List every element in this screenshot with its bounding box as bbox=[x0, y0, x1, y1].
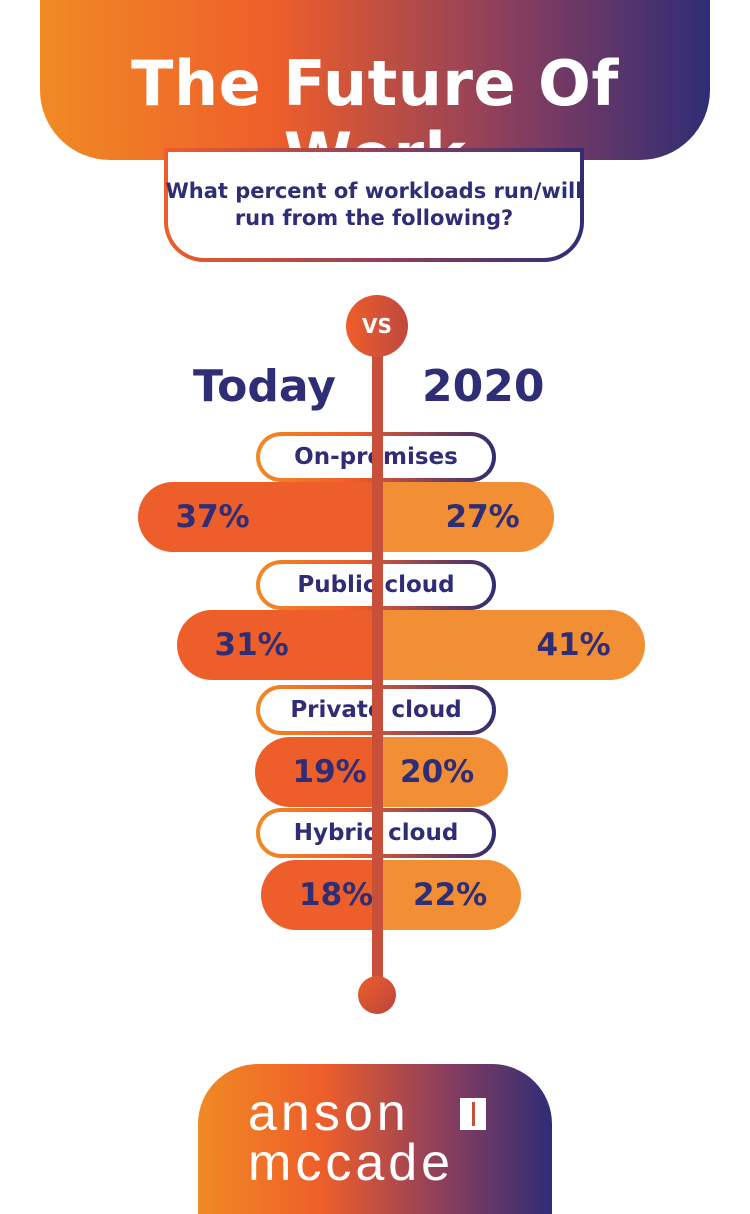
bar-today bbox=[176, 610, 378, 680]
bar-2020 bbox=[378, 482, 554, 552]
value-label-today: 18% bbox=[299, 877, 374, 913]
question-box bbox=[164, 148, 584, 262]
logo-background bbox=[198, 1064, 552, 1214]
column-header-2020: 2020 bbox=[422, 361, 545, 412]
bar-today bbox=[137, 482, 378, 552]
bar-today bbox=[254, 737, 378, 807]
value-label-2020: 20% bbox=[400, 754, 475, 790]
axis-end-knob bbox=[358, 976, 396, 1014]
value-label-2020: 22% bbox=[413, 877, 488, 913]
vs-badge: VS bbox=[346, 295, 408, 357]
bar-2020 bbox=[378, 737, 508, 807]
value-label-2020: 27% bbox=[445, 499, 520, 535]
logo-wordmark: anson mccade bbox=[248, 1084, 455, 1192]
value-label-today: 37% bbox=[175, 499, 250, 535]
value-label-today: 31% bbox=[214, 627, 289, 663]
column-header-today: Today bbox=[193, 361, 336, 412]
bar-today bbox=[261, 860, 378, 930]
value-label-2020: 41% bbox=[536, 627, 611, 663]
header-banner bbox=[40, 0, 710, 160]
question-text: What percent of workloads run/will run f… bbox=[165, 179, 583, 230]
bar-2020 bbox=[378, 610, 645, 680]
center-axis bbox=[372, 350, 383, 990]
logo-mark-icon bbox=[460, 1098, 486, 1130]
value-label-today: 19% bbox=[292, 754, 367, 790]
bar-2020 bbox=[378, 860, 521, 930]
